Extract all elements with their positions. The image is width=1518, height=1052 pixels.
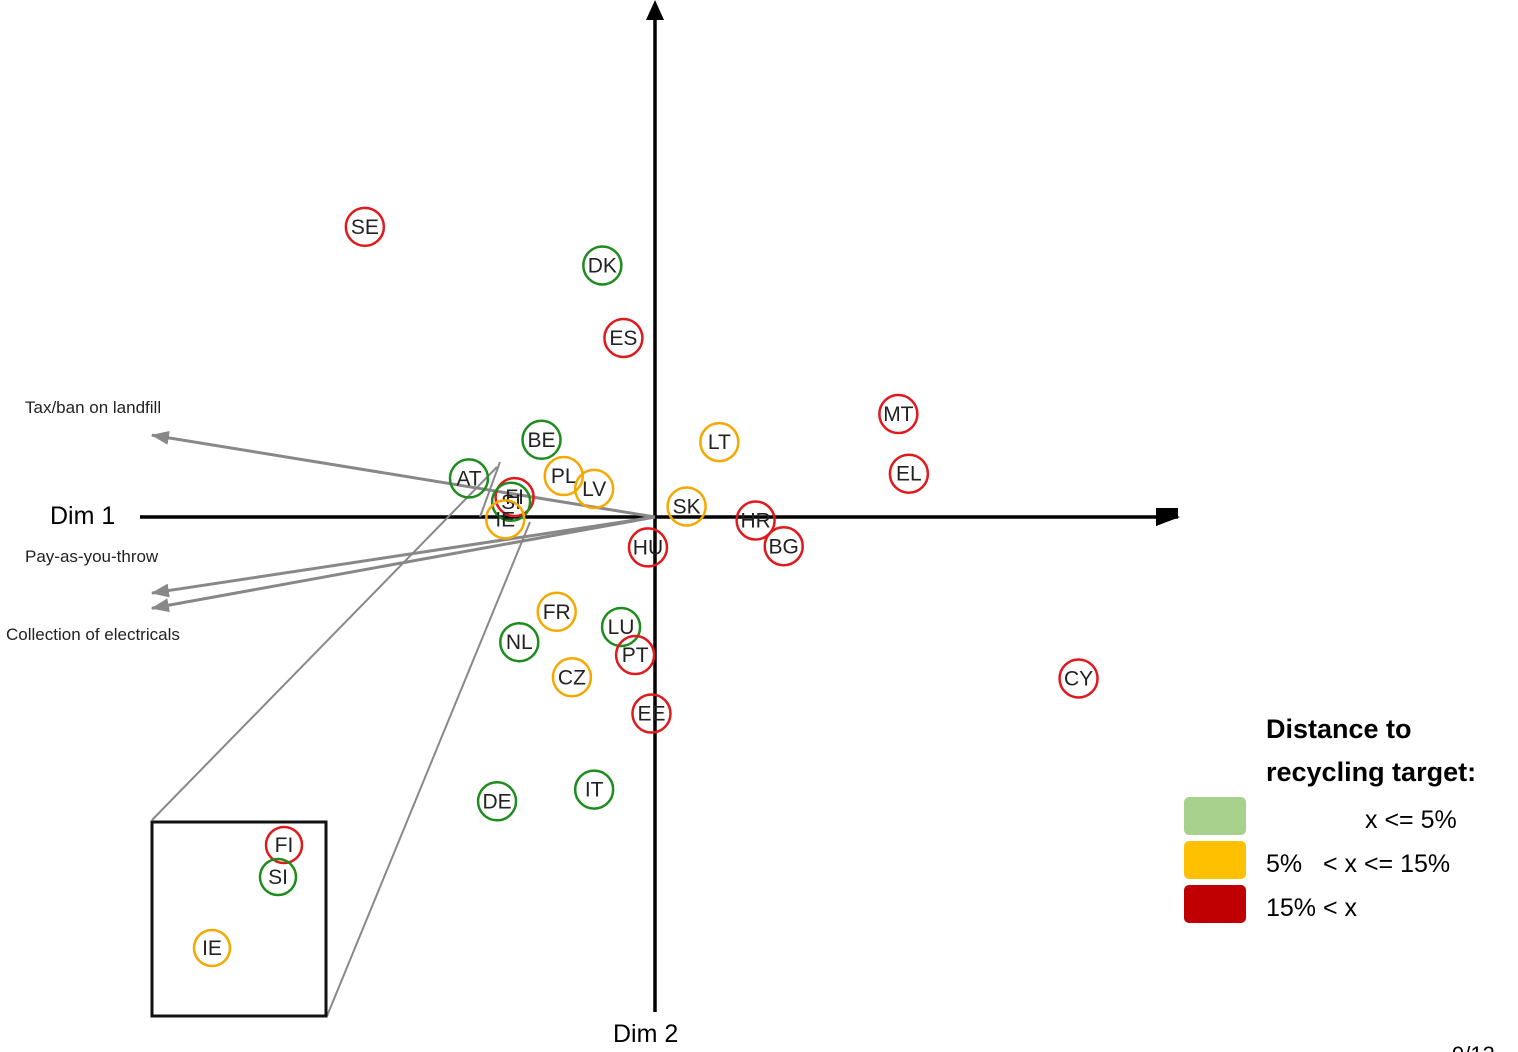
point-label: BG bbox=[769, 535, 799, 558]
zoom-connector-left bbox=[152, 467, 497, 820]
data-point: DK bbox=[583, 246, 621, 284]
legend-label-red: 15% < x bbox=[1266, 894, 1358, 922]
page-number: 9/13 bbox=[1452, 1042, 1495, 1052]
dim2-axis-label: Dim 2 bbox=[613, 1020, 678, 1048]
data-point: AT bbox=[450, 459, 488, 497]
data-point: DE bbox=[478, 782, 516, 820]
point-label: NL bbox=[506, 631, 533, 654]
data-point: BG bbox=[765, 527, 803, 565]
point-label: FR bbox=[543, 601, 571, 624]
data-point: SI bbox=[260, 859, 296, 895]
data-point: FI bbox=[266, 827, 302, 863]
point-label: FI bbox=[275, 834, 294, 857]
data-point: EE bbox=[632, 695, 670, 733]
data-point: MT bbox=[879, 395, 917, 433]
data-point: BE bbox=[523, 421, 561, 459]
point-label: EL bbox=[896, 463, 922, 486]
point-label: MT bbox=[883, 403, 913, 426]
point-label: DE bbox=[482, 790, 511, 813]
point-label: IE bbox=[202, 937, 222, 960]
legend-swatch-red bbox=[1184, 885, 1246, 923]
data-point: SK bbox=[668, 487, 706, 525]
point-label: LV bbox=[582, 478, 606, 501]
inset-points: FI SI IE bbox=[194, 827, 302, 966]
dim1-axis-label: Dim 1 bbox=[50, 502, 115, 530]
variable-vectors bbox=[152, 435, 655, 608]
point-label: CZ bbox=[558, 666, 586, 689]
data-point: CY bbox=[1060, 659, 1098, 697]
point-label: PL bbox=[551, 465, 577, 488]
point-label: SI bbox=[268, 866, 288, 889]
dim2-axis-arrowhead bbox=[646, 0, 664, 20]
point-label: SE bbox=[351, 216, 379, 239]
point-label: CY bbox=[1064, 667, 1093, 690]
data-point: PT bbox=[616, 636, 654, 674]
country-points: SEDKESMTLTELBEAT PLLVFISIIESKHRBGHUFRLUNL… bbox=[346, 208, 1098, 820]
data-point: LT bbox=[700, 423, 738, 461]
data-point: HU bbox=[629, 528, 667, 566]
point-label: AT bbox=[456, 467, 481, 490]
data-point: EL bbox=[890, 455, 928, 493]
vector-label-tax-ban: Tax/ban on landfill bbox=[25, 398, 161, 417]
data-point: LU bbox=[602, 608, 640, 646]
point-label: EE bbox=[637, 703, 665, 726]
data-point: IT bbox=[575, 771, 613, 809]
variable-vector bbox=[152, 517, 655, 593]
data-point: PL bbox=[545, 457, 583, 495]
legend-title-line1: Distance to bbox=[1266, 714, 1412, 744]
point-label: HR bbox=[740, 510, 770, 533]
legend-label-green: x <= 5% bbox=[1365, 806, 1457, 834]
legend-label-orange: 5% < x <= 15% bbox=[1266, 850, 1450, 878]
data-point: SE bbox=[346, 208, 384, 246]
point-label: SK bbox=[673, 495, 701, 518]
vector-label-electricals: Collection of electricals bbox=[6, 625, 180, 644]
data-point: CZ bbox=[553, 658, 591, 696]
legend: Distance to recycling target: x <= 5% 5%… bbox=[1184, 714, 1476, 923]
point-label: IT bbox=[585, 779, 604, 802]
point-label: IE bbox=[495, 508, 515, 531]
point-label: LT bbox=[708, 431, 731, 454]
vector-label-payt: Pay-as-you-throw bbox=[25, 547, 159, 566]
data-point: IE bbox=[194, 930, 230, 966]
point-label: HU bbox=[633, 536, 663, 559]
point-label: PT bbox=[622, 644, 649, 667]
legend-swatch-orange bbox=[1184, 841, 1246, 879]
point-label: ES bbox=[609, 327, 637, 350]
point-label: BE bbox=[528, 429, 556, 452]
legend-swatch-green bbox=[1184, 797, 1246, 835]
data-point: FR bbox=[538, 593, 576, 631]
data-point: LV bbox=[575, 470, 613, 508]
data-point: ES bbox=[604, 319, 642, 357]
legend-title-line2: recycling target: bbox=[1266, 757, 1476, 787]
point-label: DK bbox=[588, 254, 617, 277]
data-point: NL bbox=[500, 623, 538, 661]
zoom-connector-right bbox=[327, 522, 530, 1016]
